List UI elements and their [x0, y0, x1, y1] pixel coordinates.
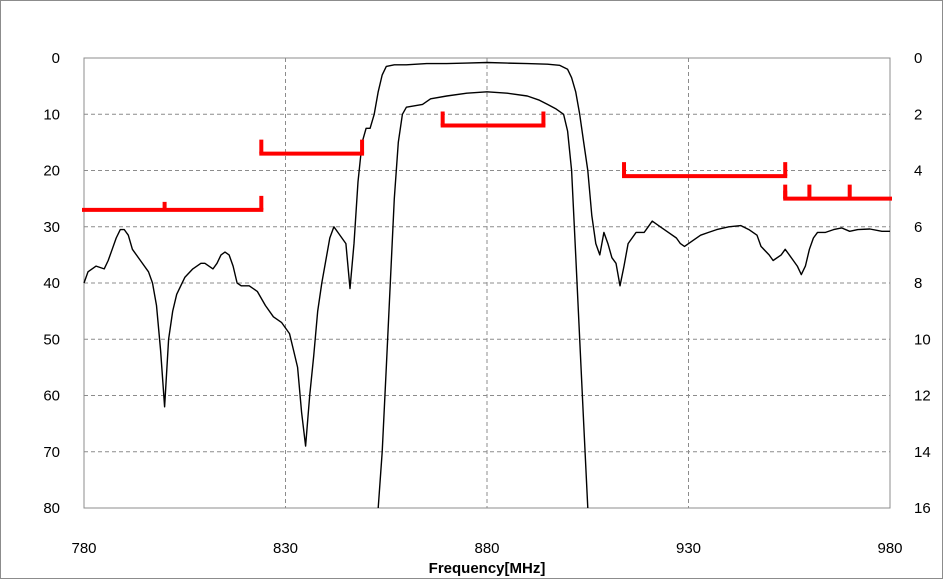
- y-right-tick-label: 2: [914, 106, 922, 123]
- series-line-right-axis: [377, 91, 589, 509]
- x-tick-label: 880: [474, 540, 499, 557]
- y-right-tick-label: 4: [914, 163, 922, 180]
- x-tick-label: 780: [71, 540, 96, 557]
- x-axis-title: Frequency[MHz]: [429, 560, 546, 577]
- series-layer: [83, 61, 890, 509]
- x-tick-label: 980: [877, 540, 902, 557]
- y-left-tick-label: 80: [43, 500, 60, 517]
- y-right-tick-label: 12: [914, 388, 931, 405]
- x-tick-label: 930: [676, 540, 701, 557]
- y-axis-left-ticks: 0 10 20 30 40 50 60 70 80: [43, 50, 60, 517]
- y-axis-right-ticks: 0 2 4 6 8 10 12 14 16: [914, 50, 931, 517]
- x-tick-label: 830: [273, 540, 298, 557]
- y-left-tick-label: 70: [43, 444, 60, 461]
- y-right-tick-label: 0: [914, 50, 922, 67]
- x-axis-ticks: 780 830 880 930 980: [71, 540, 902, 557]
- y-left-tick-label: 10: [43, 106, 60, 123]
- y-left-tick-label: 40: [43, 275, 60, 292]
- y-left-tick-label: 60: [43, 388, 60, 405]
- y-right-tick-label: 16: [914, 500, 931, 517]
- y-left-tick-label: 0: [52, 50, 60, 67]
- y-right-tick-label: 14: [914, 444, 931, 461]
- y-right-tick-label: 8: [914, 275, 922, 292]
- y-right-tick-label: 6: [914, 219, 922, 236]
- y-right-tick-label: 10: [914, 331, 931, 348]
- grid: [84, 58, 890, 508]
- y-left-tick-label: 30: [43, 219, 60, 236]
- y-left-tick-label: 50: [43, 331, 60, 348]
- mask-layer: [82, 111, 892, 212]
- y-left-tick-label: 20: [43, 163, 60, 180]
- series-line-left-axis: [83, 61, 890, 447]
